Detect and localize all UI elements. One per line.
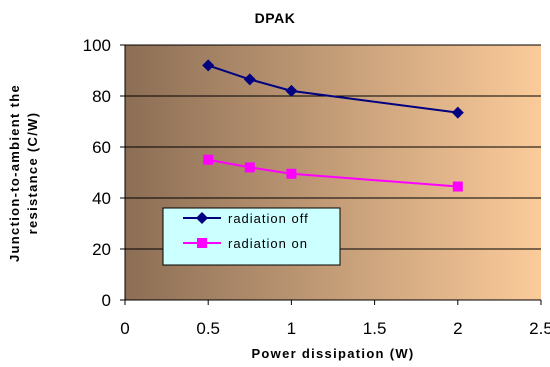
- series-1: [202, 59, 464, 119]
- x-tick-label: 0.5: [196, 319, 220, 338]
- data-point: [285, 84, 298, 97]
- y-tick-label: 20: [92, 240, 111, 259]
- data-point: [203, 154, 214, 165]
- y-tick-label: 60: [92, 138, 111, 157]
- legend-label: radiation off: [228, 211, 309, 226]
- x-tick-label: 2.5: [529, 319, 550, 338]
- chart-title: DPAK: [254, 10, 296, 26]
- data-point: [286, 168, 297, 179]
- x-tick-label: 1.5: [363, 319, 387, 338]
- axes: 0 20 40 60 80 100 0 0.5 1 1.5 2 2.5: [83, 36, 550, 338]
- series-layer: [202, 59, 464, 192]
- data-point: [202, 59, 215, 72]
- y-tick-label: 100: [83, 36, 111, 55]
- data-point: [243, 73, 256, 86]
- x-tick-label: 2: [453, 319, 462, 338]
- x-tick-label: 1: [287, 319, 296, 338]
- legend-marker: [196, 212, 208, 224]
- data-point: [452, 181, 463, 192]
- data-point: [451, 106, 464, 119]
- x-axis-label: Power dissipation (W): [251, 346, 415, 361]
- legend-marker: [197, 238, 207, 248]
- data-point: [244, 162, 255, 173]
- legend-item: radiation on: [183, 236, 308, 251]
- series-line: [208, 158, 458, 188]
- legend-item: radiation off: [183, 211, 309, 226]
- y-tick-label: 40: [92, 189, 111, 208]
- series-2: [203, 154, 463, 192]
- legend-label: radiation on: [228, 236, 308, 251]
- y-tick-label: 80: [92, 87, 111, 106]
- legend: radiation off radiation on: [162, 207, 341, 266]
- x-tick-label: 0: [120, 319, 129, 338]
- series-line: [207, 64, 458, 114]
- y-tick-label: 0: [102, 291, 111, 310]
